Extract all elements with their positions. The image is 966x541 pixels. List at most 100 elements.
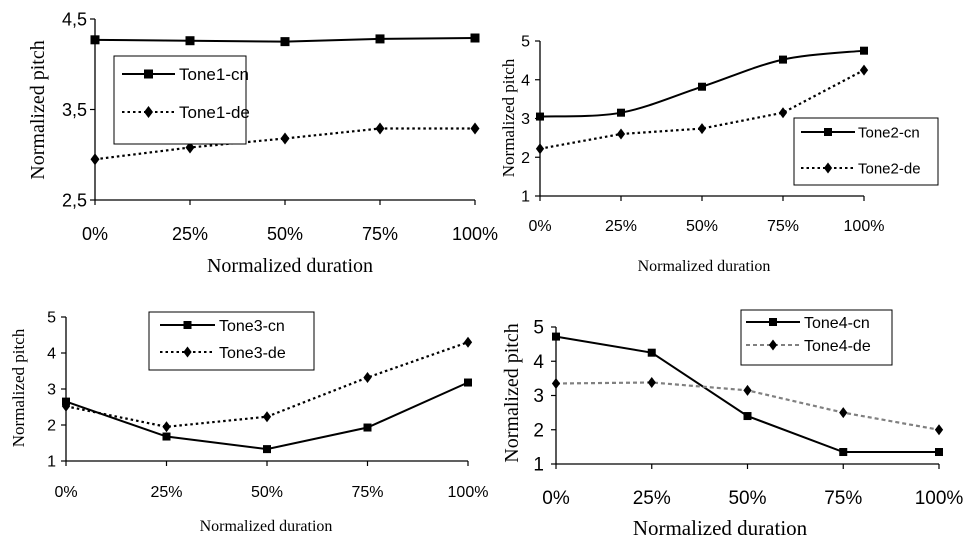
chart-2-x-tick-label: 25%: [605, 218, 637, 235]
chart-3-x-tick-label: 50%: [251, 484, 283, 501]
chart-1-series-1-point: [280, 37, 290, 47]
chart-3-legend-label-2: Tone3-de: [219, 345, 286, 362]
chart-1-series-2-point: [90, 153, 100, 166]
chart-2-series-2-point: [778, 107, 788, 119]
chart-2-series-1-point: [617, 108, 625, 117]
chart-2-series-2-point: [616, 128, 626, 140]
chart-4-x-tick-label: 0%: [542, 488, 570, 509]
chart-2-x-tick-label: 100%: [844, 218, 885, 235]
chart-4-series-1-point: [935, 448, 943, 457]
chart-3-series-2-point: [262, 411, 272, 423]
chart-1: 2,5 3,5 4,5 0% 25% 50% 75% 100% Normalized durat…: [27, 9, 498, 277]
chart-4-series-1-point: [552, 332, 560, 341]
chart-2-y-axis-title: Normalized pitch: [499, 58, 518, 177]
chart-2-series-2-point: [859, 64, 869, 76]
chart-1-x-tick-label: 0%: [82, 224, 108, 244]
chart-4-legend-label-2: Tone4-de: [804, 338, 871, 355]
chart-3-y-tick-label: 1: [47, 454, 56, 471]
chart-4-y-axis-title: Normalized pitch: [501, 323, 523, 462]
chart-1-series-2-point: [470, 122, 480, 135]
chart-4-x-tick-label: 100%: [915, 488, 964, 509]
chart-1-legend: Tone1-cn Tone1-de: [113, 55, 250, 145]
chart-1-y-tick-label: 4,5: [62, 9, 87, 29]
chart-4-series-2-point: [839, 407, 848, 419]
chart-4-x-tick-label: 50%: [728, 488, 766, 509]
chart-1-series-1-point: [90, 35, 100, 45]
chart-2-y-tick-label: 2: [521, 150, 530, 167]
chart-4-x-tick-label: 75%: [824, 488, 862, 509]
chart-3-x-tick-label: 25%: [150, 484, 182, 501]
chart-1-x-tick-label: 100%: [452, 224, 498, 244]
chart-1-x-tick-label: 75%: [362, 224, 398, 244]
chart-3-legend-label-1: Tone3-cn: [219, 318, 285, 335]
chart-3-legend-marker-2: [183, 346, 192, 358]
chart-1-legend-marker-1: [144, 69, 153, 79]
chart-2-x-tick-label: 50%: [686, 218, 718, 235]
chart-4-y-tick-label: 5: [533, 318, 544, 339]
chart-4-legend-marker-1: [769, 318, 777, 326]
chart-4-series-2-point: [743, 384, 752, 396]
chart-1-series-2-point: [375, 122, 385, 135]
chart-1-series-1-point: [185, 36, 195, 46]
chart-4-series-1-point: [647, 348, 656, 357]
chart-2-series-1-point: [536, 112, 544, 121]
chart-1-x-axis-title: Normalized duration: [207, 255, 373, 277]
chart-3-y-tick-label: 4: [47, 346, 56, 363]
chart-1-legend-label-1: Tone1-cn: [179, 65, 249, 84]
chart-4-x-axis-title: Normalized duration: [633, 516, 808, 540]
chart-4-legend-marker-2: [768, 339, 778, 351]
chart-1-legend-box: [113, 55, 247, 145]
chart-3-x-tick-label: 0%: [54, 484, 77, 501]
chart-3-y-tick-label: 2: [47, 418, 56, 435]
chart-4-y-tick-label: 1: [533, 455, 544, 476]
chart-4-series-2-point: [934, 424, 944, 436]
chart-2-legend-marker-1: [824, 128, 832, 136]
chart-2-x-axis-title: Normalized duration: [638, 258, 771, 275]
chart-1-x-tick-label: 50%: [267, 224, 303, 244]
chart-1-legend-label-2: Tone1-de: [179, 103, 250, 122]
chart-3-x-tick-label: 75%: [351, 484, 383, 501]
chart-4-x-tick-label: 25%: [633, 488, 671, 509]
chart-2-series-2-line: [539, 69, 865, 150]
chart-2-series-1-point: [698, 82, 706, 91]
chart-1-series-1-point: [375, 34, 385, 44]
chart-2-legend-label-1: Tone2-cn: [858, 124, 920, 141]
chart-3-series-1-point: [464, 378, 472, 387]
chart-2-series-1-point: [860, 46, 868, 55]
chart-3-series-2-point: [162, 421, 171, 433]
chart-3-legend: Tone3-cn Tone3-de: [148, 311, 315, 371]
chart-2-series-2-point: [535, 143, 545, 155]
chart-1-y-tick-label: 3,5: [62, 100, 87, 120]
chart-2-x-tick-label: 75%: [767, 218, 799, 235]
chart-3-series-1-point: [263, 445, 271, 454]
chart-1-x-tick-label: 25%: [172, 224, 208, 244]
chart-4-y-tick-label: 2: [533, 420, 544, 441]
chart-4-series-1-point: [839, 448, 848, 457]
chart-2-y-tick-label: 3: [521, 111, 530, 128]
chart-2-legend-box: [793, 117, 939, 186]
chart-2-y-tick-label: 4: [521, 72, 530, 89]
chart-3-legend-marker-1: [183, 321, 192, 329]
chart-3-y-tick-label: 3: [47, 382, 56, 399]
chart-3-y-axis-title: Normalized pitch: [9, 328, 28, 447]
chart-1-series-2-point: [280, 132, 290, 145]
chart-2-series-1-point: [779, 55, 787, 64]
chart-2-legend-marker-2: [823, 162, 833, 174]
chart-3-x-axis-title: Normalized duration: [200, 518, 333, 535]
chart-4-series-2-point: [551, 378, 561, 390]
chart-3-series-1-point: [363, 423, 372, 432]
chart-2-x-tick-label: 0%: [528, 218, 551, 235]
chart-1-y-axis-title: Normalized pitch: [27, 40, 49, 179]
chart-2-y-tick-label: 1: [521, 189, 530, 206]
chart-2-legend-label-2: Tone2-de: [858, 160, 921, 177]
chart-1-y-tick-label: 2,5: [62, 190, 87, 210]
chart-3-series-2-point: [363, 371, 372, 383]
chart-4-legend: Tone4-cn Tone4-de: [740, 309, 893, 366]
chart-3-series-2-point: [61, 400, 71, 412]
chart-4-series-1-point: [743, 412, 752, 421]
chart-2-series-2-point: [697, 123, 707, 135]
chart-3-y-tick-label: 5: [47, 310, 56, 327]
